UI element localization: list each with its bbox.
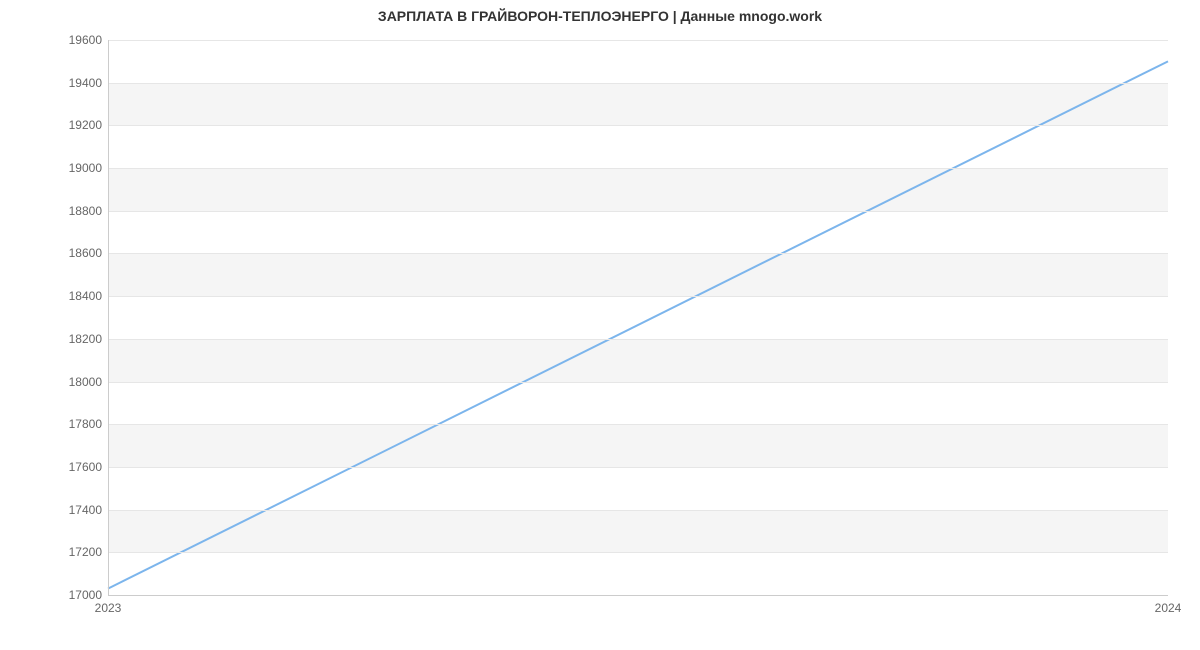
y-tick-label: 19200 — [69, 118, 102, 132]
y-tick-label: 18200 — [69, 332, 102, 346]
y-tick-label: 17000 — [69, 588, 102, 602]
y-grid-line — [108, 125, 1168, 126]
y-axis-line — [108, 40, 109, 595]
y-tick-label: 19000 — [69, 161, 102, 175]
y-grid-line — [108, 382, 1168, 383]
y-tick-label: 17800 — [69, 417, 102, 431]
y-tick-label: 18600 — [69, 246, 102, 260]
chart-container: ЗАРПЛАТА В ГРАЙВОРОН-ТЕПЛОЭНЕРГО | Данны… — [0, 0, 1200, 650]
y-grid-line — [108, 552, 1168, 553]
y-tick-label: 18000 — [69, 375, 102, 389]
y-grid-line — [108, 467, 1168, 468]
y-grid-line — [108, 424, 1168, 425]
y-tick-label: 18800 — [69, 204, 102, 218]
y-tick-label: 17600 — [69, 460, 102, 474]
y-grid-line — [108, 510, 1168, 511]
line-layer — [108, 40, 1168, 595]
y-grid-line — [108, 168, 1168, 169]
y-grid-line — [108, 339, 1168, 340]
y-tick-label: 17400 — [69, 503, 102, 517]
y-grid-line — [108, 83, 1168, 84]
x-tick-label: 2024 — [1155, 601, 1182, 615]
y-grid-line — [108, 211, 1168, 212]
x-tick-label: 2023 — [95, 601, 122, 615]
plot-area: 1700017200174001760017800180001820018400… — [108, 40, 1168, 595]
y-grid-line — [108, 253, 1168, 254]
y-tick-label: 17200 — [69, 545, 102, 559]
y-tick-label: 19400 — [69, 76, 102, 90]
chart-title: ЗАРПЛАТА В ГРАЙВОРОН-ТЕПЛОЭНЕРГО | Данны… — [0, 8, 1200, 24]
x-axis-line — [108, 595, 1168, 596]
y-grid-line — [108, 40, 1168, 41]
y-tick-label: 18400 — [69, 289, 102, 303]
y-tick-label: 19600 — [69, 33, 102, 47]
y-grid-line — [108, 296, 1168, 297]
